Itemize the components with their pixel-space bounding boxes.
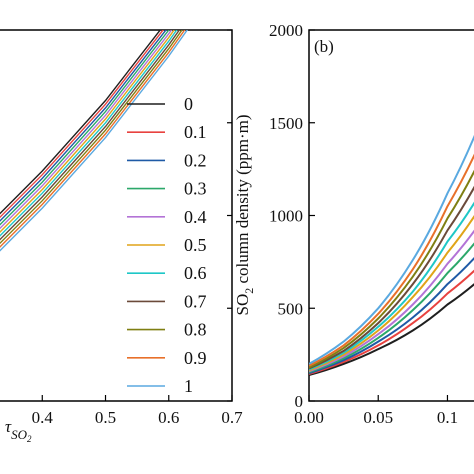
panel-a-series-line-2 [0,30,167,222]
panel-b-series-line-3 [309,242,474,374]
panel-b-series-line-9 [309,153,474,367]
x-axis-title-subscript-digit: 2 [27,434,32,444]
legend-label-6: 0.6 [184,263,207,283]
panel-a-series-line-4 [0,30,173,230]
panel-b-series-group [309,134,474,376]
panel-a-x-tick-label: 0.4 [32,408,54,427]
panel-b-series-line-7 [309,185,474,370]
panel-b-x-tick-label: 0.1 [437,408,458,427]
legend: 0 0.1 0.2 0.3 0.4 0.5 0.6 0.7 0.8 0.9 1 [127,94,207,396]
panel-b-y-tick-label: 1000 [269,207,303,226]
legend-label-8: 0.8 [184,320,207,340]
panel-b-x-tick-label: 0.00 [294,408,324,427]
legend-label-0: 0 [184,94,193,114]
legend-label-5: 0.5 [184,235,207,255]
panel-a-series-line-1 [0,30,164,219]
panel-b-series-line-8 [309,169,474,369]
legend-label-10: 1 [184,376,193,396]
panel-a-x-axis-title: τSO2 [5,417,32,444]
legend-label-7: 0.7 [184,291,207,311]
panel-b-series-line-4 [309,229,474,373]
panel-a: 0.4 0.5 0.6 0.7 00.10.20.30.40.50.60.70.80.… [0,29,243,444]
panel-a-series-line-9 [0,30,186,248]
panel-a-series-line-6 [0,30,178,237]
panel-a-series-line-8 [0,30,183,245]
panel-b-y-axis: 0 500 1000 1500 2000 [269,21,315,411]
legend-label-3: 0.3 [184,179,207,199]
x-axis-title-subscript: SO [11,427,28,442]
legend-label-1: 0.1 [184,122,207,142]
panel-b-y-tick-label: 2000 [269,21,303,40]
panel-a-x-axis: 0.4 0.5 0.6 0.7 [32,29,243,427]
panel-a-series-line-7 [0,30,181,241]
x-axis-title-symbol: τ [5,417,12,436]
legend-label-4: 0.4 [184,207,207,227]
panel-b-series-line-6 [309,201,474,371]
y-axis-title-so: SO [233,294,252,316]
panel-b-y-axis-title: SO2 column density (ppm·m) [233,114,256,315]
y-axis-title-rest: column density (ppm·m) [233,114,252,287]
panel-a-series-line-3 [0,30,170,226]
panel-b-y-tick-label: 0 [295,392,304,411]
panel-a-series-line-5 [0,30,175,233]
panel-a-x-tick-label: 0.6 [158,408,179,427]
y-axis-title-subscript: 2 [242,288,256,294]
panel-b-y-tick-label: 1500 [269,114,303,133]
panel-a-x-tick-label: 0.5 [95,408,116,427]
panel-b-series-line-1 [309,269,474,376]
panel-b-label: (b) [314,37,334,56]
panel-a-series-group [0,30,189,252]
legend-label-9: 0.9 [184,348,207,368]
panel-b-series-line-10 [309,134,474,365]
panel-b-x-tick-label: 0.05 [363,408,393,427]
panel-a-x-tick-label: 0.7 [221,408,243,427]
panel-b-series-line-0 [309,283,474,376]
panel-b: 0 500 1000 1500 2000 0.00 0.05 0.1 (b) SO2 col… [233,21,474,427]
legend-label-2: 0.2 [184,150,207,170]
panel-b-x-axis: 0.00 0.05 0.1 [294,395,458,427]
panel-a-series-line-0 [0,30,162,215]
panel-b-y-tick-label: 500 [278,299,304,318]
panel-b-series-line-2 [309,256,474,375]
panel-a-series-line-10 [0,30,189,252]
panel-b-series-line-5 [309,215,474,372]
